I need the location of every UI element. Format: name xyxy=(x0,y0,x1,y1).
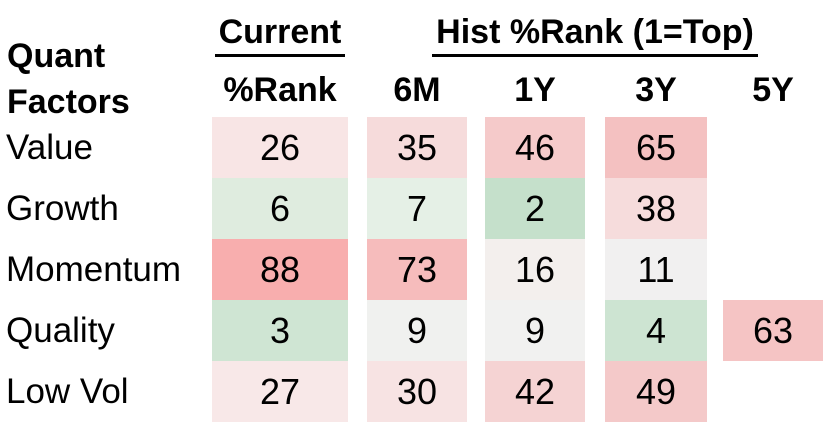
heatmap-cell: 46 xyxy=(485,117,585,178)
corner-title-line2: Factors xyxy=(7,83,130,121)
column-header-6m: 6M xyxy=(393,71,441,109)
heatmap-cell: 2 xyxy=(485,178,585,239)
heatmap-cell: 42 xyxy=(485,361,585,422)
group-header-hist: Hist %Rank (1=Top) xyxy=(367,0,823,58)
heatmap-cell: 11 xyxy=(605,239,707,300)
heatmap-cell: 7 xyxy=(367,178,467,239)
group-header-current: Current xyxy=(212,0,348,58)
heatmap-cell: 63 xyxy=(723,300,823,361)
heatmap-cell: 26 xyxy=(212,117,348,178)
heatmap-cell: 38 xyxy=(605,178,707,239)
heatmap-cell: 9 xyxy=(367,300,467,361)
heatmap-cell: 9 xyxy=(485,300,585,361)
heatmap-cell: 35 xyxy=(367,117,467,178)
heatmap-cell: 49 xyxy=(605,361,707,422)
row-label: Value xyxy=(6,127,93,167)
heatmap-cell: 27 xyxy=(212,361,348,422)
row-label: Momentum xyxy=(6,249,182,289)
column-header-3y: 3Y xyxy=(635,71,677,109)
corner-title-line1: Quant xyxy=(7,37,106,75)
group-header-hist-label: Hist %Rank (1=Top) xyxy=(432,13,758,57)
column-header-5y: 5Y xyxy=(752,71,794,109)
column-header-1y: 1Y xyxy=(514,71,556,109)
heatmap-cell: 6 xyxy=(212,178,348,239)
column-header-pctrank: %Rank xyxy=(223,71,337,109)
corner-title: Quant Factors xyxy=(0,0,212,121)
heatmap-cell: 65 xyxy=(605,117,707,178)
heatmap-cell: 16 xyxy=(485,239,585,300)
heatmap-cell: 73 xyxy=(367,239,467,300)
heatmap-cell: 4 xyxy=(605,300,707,361)
heatmap-cell: 88 xyxy=(212,239,348,300)
row-label: Growth xyxy=(6,188,119,228)
row-label: Low Vol xyxy=(6,371,129,411)
group-header-current-label: Current xyxy=(214,13,346,57)
heatmap-cell: 3 xyxy=(212,300,348,361)
row-label: Quality xyxy=(6,310,115,350)
heatmap-cell: 30 xyxy=(367,361,467,422)
